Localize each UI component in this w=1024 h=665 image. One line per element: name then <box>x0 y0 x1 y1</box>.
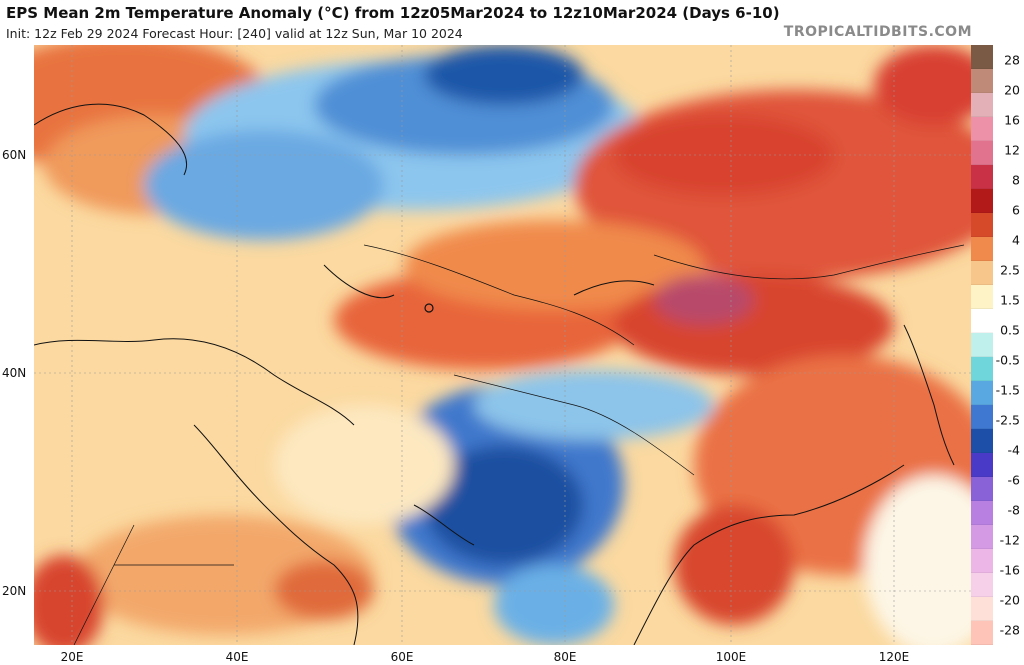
colorbar-swatch <box>971 477 993 501</box>
colorbar-label: -16 <box>999 562 1020 578</box>
lat-label-20n: 20N <box>2 584 27 598</box>
colorbar-swatch <box>971 381 993 405</box>
neutral-region-pacific <box>864 475 971 645</box>
colorbar-swatch <box>971 285 993 309</box>
warm-region-central-asia <box>404 220 704 310</box>
colorbar-label: 28 <box>1004 52 1020 68</box>
lon-label-100e: 100E <box>715 650 747 664</box>
colorbar-label: -2.5 <box>995 412 1020 428</box>
colorbar-label: 8 <box>1012 172 1020 188</box>
colorbar-label: 4 <box>1012 232 1020 248</box>
colorbar-swatch <box>971 597 993 621</box>
lake-marker <box>424 303 434 313</box>
lon-label-80e: 80E <box>553 650 577 664</box>
colorbar-swatch <box>971 549 993 573</box>
colorbar-label: 6 <box>1012 202 1020 218</box>
colorbar-swatch <box>971 621 993 645</box>
colorbar-label: 0.5 <box>1000 322 1020 338</box>
colorbar-labels: 28 20 16 12 8 6 4 2.5 1.5 0.5 -0.5 -1.5 -2.5 -4 -6 -8 -1… <box>996 45 1024 645</box>
colorbar-swatch <box>971 45 993 69</box>
warm-region-oman <box>274 560 374 620</box>
colorbar-swatch <box>971 453 993 477</box>
borders <box>73 244 965 645</box>
warm-region-far-east <box>874 45 971 125</box>
colorbar-swatch <box>971 189 993 213</box>
colorbar-label: -1.5 <box>995 382 1020 398</box>
colorbar-swatch <box>971 525 993 549</box>
warm-strong-mongolia <box>654 275 754 325</box>
colorbar-label: -8 <box>1007 502 1020 518</box>
colorbar-swatch <box>971 237 993 261</box>
colorbar-label: -6 <box>1007 472 1020 488</box>
cold-region-west-russia <box>144 130 384 240</box>
lat-label-40n: 40N <box>2 366 27 380</box>
brand-watermark: TROPICALTIDBITS.COM <box>783 24 972 40</box>
lon-label-20e: 20E <box>60 650 84 664</box>
colorbar-swatch <box>971 165 993 189</box>
colorbar-swatch <box>971 333 993 357</box>
colorbar-swatch <box>971 69 993 93</box>
colorbar-swatch <box>971 141 993 165</box>
map-subtitle: Init: 12z Feb 29 2024 Forecast Hour: [24… <box>6 26 463 41</box>
anomaly-map <box>34 45 971 645</box>
colorbar-label: 20 <box>1004 82 1020 98</box>
colorbar-label: -4 <box>1007 442 1020 458</box>
cold-core-pakistan <box>424 445 584 565</box>
colorbar-swatch <box>971 357 993 381</box>
colorbar-label: -0.5 <box>995 352 1020 368</box>
colorbar-swatch <box>971 213 993 237</box>
colorbar-label: 12 <box>1004 142 1020 158</box>
colorbar-label: -20 <box>999 592 1020 608</box>
neutral-region-iran <box>274 405 454 525</box>
warm-region-africa <box>34 555 104 645</box>
map-title: EPS Mean 2m Temperature Anomaly (°C) fro… <box>6 4 780 22</box>
lon-label-40e: 40E <box>225 650 249 664</box>
lat-label-60n: 60N <box>2 148 27 162</box>
colorbar-label: 2.5 <box>1000 262 1020 278</box>
cold-strong-arctic <box>424 45 584 105</box>
lon-label-120e: 120E <box>878 650 910 664</box>
colorbar-label: 16 <box>1004 112 1020 128</box>
colorbar <box>971 45 993 645</box>
colorbar-swatch <box>971 93 993 117</box>
anomaly-map-canvas <box>34 45 971 645</box>
colorbar-swatch <box>971 309 993 333</box>
colorbar-swatch <box>971 429 993 453</box>
lon-label-60e: 60E <box>390 650 414 664</box>
warm-region-indochina <box>674 505 794 625</box>
colorbar-swatch <box>971 261 993 285</box>
colorbar-swatch <box>971 501 993 525</box>
graticule <box>34 45 971 645</box>
colorbar-swatch <box>971 573 993 597</box>
colorbar-label: 1.5 <box>1000 292 1020 308</box>
cold-region-india <box>494 565 614 645</box>
colorbar-swatch <box>971 117 993 141</box>
colorbar-label: -28 <box>999 622 1020 638</box>
cold-region-tibet <box>474 370 714 440</box>
coastlines <box>34 103 955 645</box>
colorbar-swatch <box>971 405 993 429</box>
colorbar-label: -12 <box>999 532 1020 548</box>
